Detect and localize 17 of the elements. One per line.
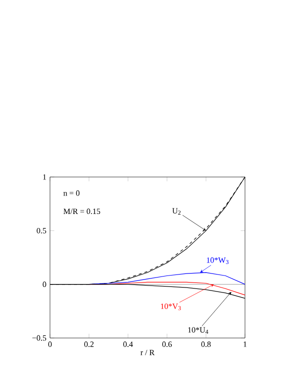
annotation: 10*U$_{4}$ [188,327,208,334]
x-tick-label: 1 [244,342,247,347]
annotation: M/R = 0.15 [64,208,100,214]
x-tick-label: 0.6 [162,342,172,347]
x-tick-label: 0.2 [84,342,94,347]
x-axis-title: r / R [140,350,155,356]
x-tick-label: 0 [48,342,52,347]
y-tick-label: 0 [42,282,46,288]
annotation: 10*W$_{3}$ [206,257,229,264]
x-tick-label: 0.8 [201,342,211,347]
y-tick-label: 1 [43,174,46,180]
y-tick-label: 0.5 [36,228,46,234]
annotation: n = 0 [63,190,80,196]
annotation: U$_{2}$ [172,208,181,215]
annotation: 10*V$_{3}$ [160,304,181,310]
y-tick-label: −0.5 [32,335,46,341]
x-tick-label: 0.4 [123,342,133,347]
